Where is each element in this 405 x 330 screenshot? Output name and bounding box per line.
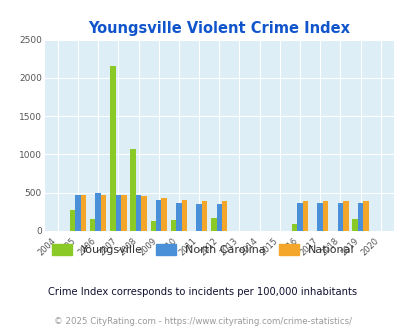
Bar [211, 218, 216, 231]
Bar [75, 195, 81, 231]
Bar [322, 201, 328, 231]
Bar [222, 201, 227, 231]
Bar [362, 201, 368, 231]
Bar [337, 203, 342, 231]
Bar [317, 203, 322, 231]
Bar [196, 204, 201, 231]
Bar [302, 201, 307, 231]
Bar [161, 198, 166, 231]
Legend: Youngsville, North Carolina, National: Youngsville, North Carolina, National [51, 244, 354, 255]
Bar [176, 203, 181, 231]
Bar [201, 201, 207, 231]
Bar [121, 195, 126, 231]
Bar [95, 193, 100, 231]
Bar [150, 221, 156, 231]
Text: Crime Index corresponds to incidents per 100,000 inhabitants: Crime Index corresponds to incidents per… [48, 287, 357, 297]
Bar [115, 195, 121, 231]
Bar [216, 204, 222, 231]
Bar [130, 149, 135, 231]
Bar [357, 203, 362, 231]
Bar [352, 219, 357, 231]
Bar [81, 195, 86, 231]
Bar [342, 201, 347, 231]
Bar [156, 200, 161, 231]
Bar [100, 195, 106, 231]
Bar [70, 210, 75, 231]
Title: Youngsville Violent Crime Index: Youngsville Violent Crime Index [88, 21, 350, 36]
Bar [90, 219, 95, 231]
Bar [181, 200, 187, 231]
Bar [170, 220, 176, 231]
Bar [291, 224, 296, 231]
Bar [141, 196, 146, 231]
Bar [135, 195, 141, 231]
Bar [296, 203, 302, 231]
Bar [110, 66, 115, 231]
Text: © 2025 CityRating.com - https://www.cityrating.com/crime-statistics/: © 2025 CityRating.com - https://www.city… [54, 317, 351, 326]
